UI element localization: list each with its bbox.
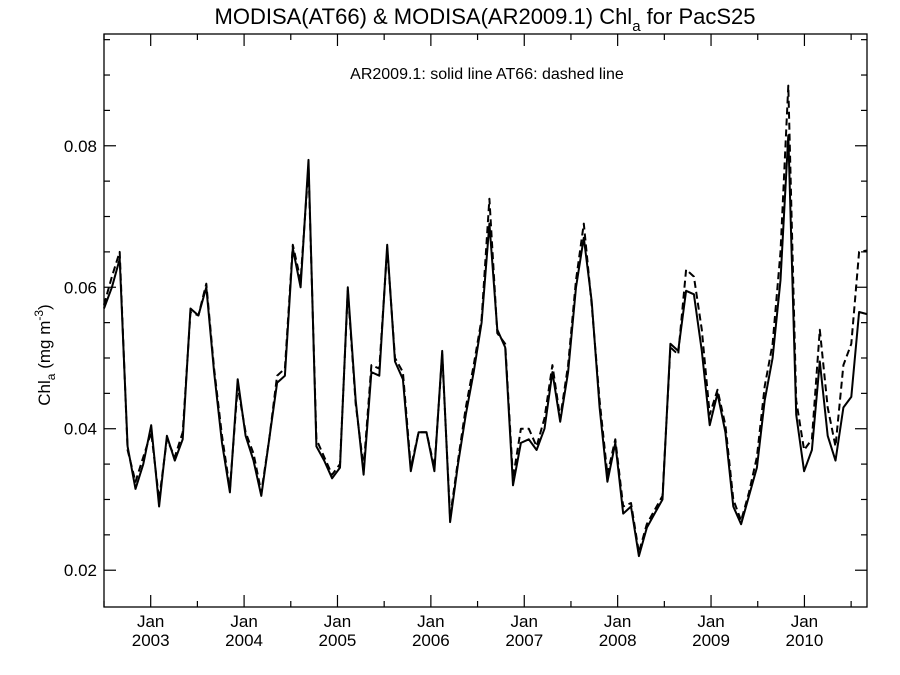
x-tick-year-label: 2007 (505, 631, 543, 650)
x-tick-year-label: 2005 (319, 631, 357, 650)
series-ar2009-1-line (103, 134, 868, 558)
axis-ticks: 0.020.040.060.08Jan2003Jan2004Jan2005Jan… (64, 34, 867, 650)
x-tick-month-label: Jan (697, 612, 724, 631)
y-tick-label: 0.02 (64, 561, 97, 580)
x-tick-month-label: Jan (791, 612, 818, 631)
plot-frame (103, 33, 868, 608)
y-tick-label: 0.08 (64, 137, 97, 156)
x-tick-year-label: 2008 (599, 631, 637, 650)
x-tick-year-label: 2009 (692, 631, 730, 650)
y-axis-label: Chla (mg m-3) (32, 304, 58, 405)
x-tick-month-label: Jan (324, 612, 351, 631)
x-tick-year-label: 2003 (132, 631, 170, 650)
x-tick-month-label: Jan (511, 612, 538, 631)
x-tick-month-label: Jan (137, 612, 164, 631)
x-tick-year-label: 2004 (225, 631, 263, 650)
x-tick-month-label: Jan (604, 612, 631, 631)
chart-title: MODISA(AT66) & MODISA(AR2009.1) Chla for… (215, 4, 756, 35)
y-tick-label: 0.06 (64, 278, 97, 297)
x-tick-year-label: 2010 (786, 631, 824, 650)
x-tick-month-label: Jan (417, 612, 444, 631)
line-style-note: AR2009.1: solid line AT66: dashed line (350, 66, 624, 83)
x-tick-year-label: 2006 (412, 631, 450, 650)
data-lines (103, 84, 868, 558)
x-tick-month-label: Jan (230, 612, 257, 631)
y-tick-label: 0.04 (64, 420, 97, 439)
series-at66-line (103, 84, 868, 554)
